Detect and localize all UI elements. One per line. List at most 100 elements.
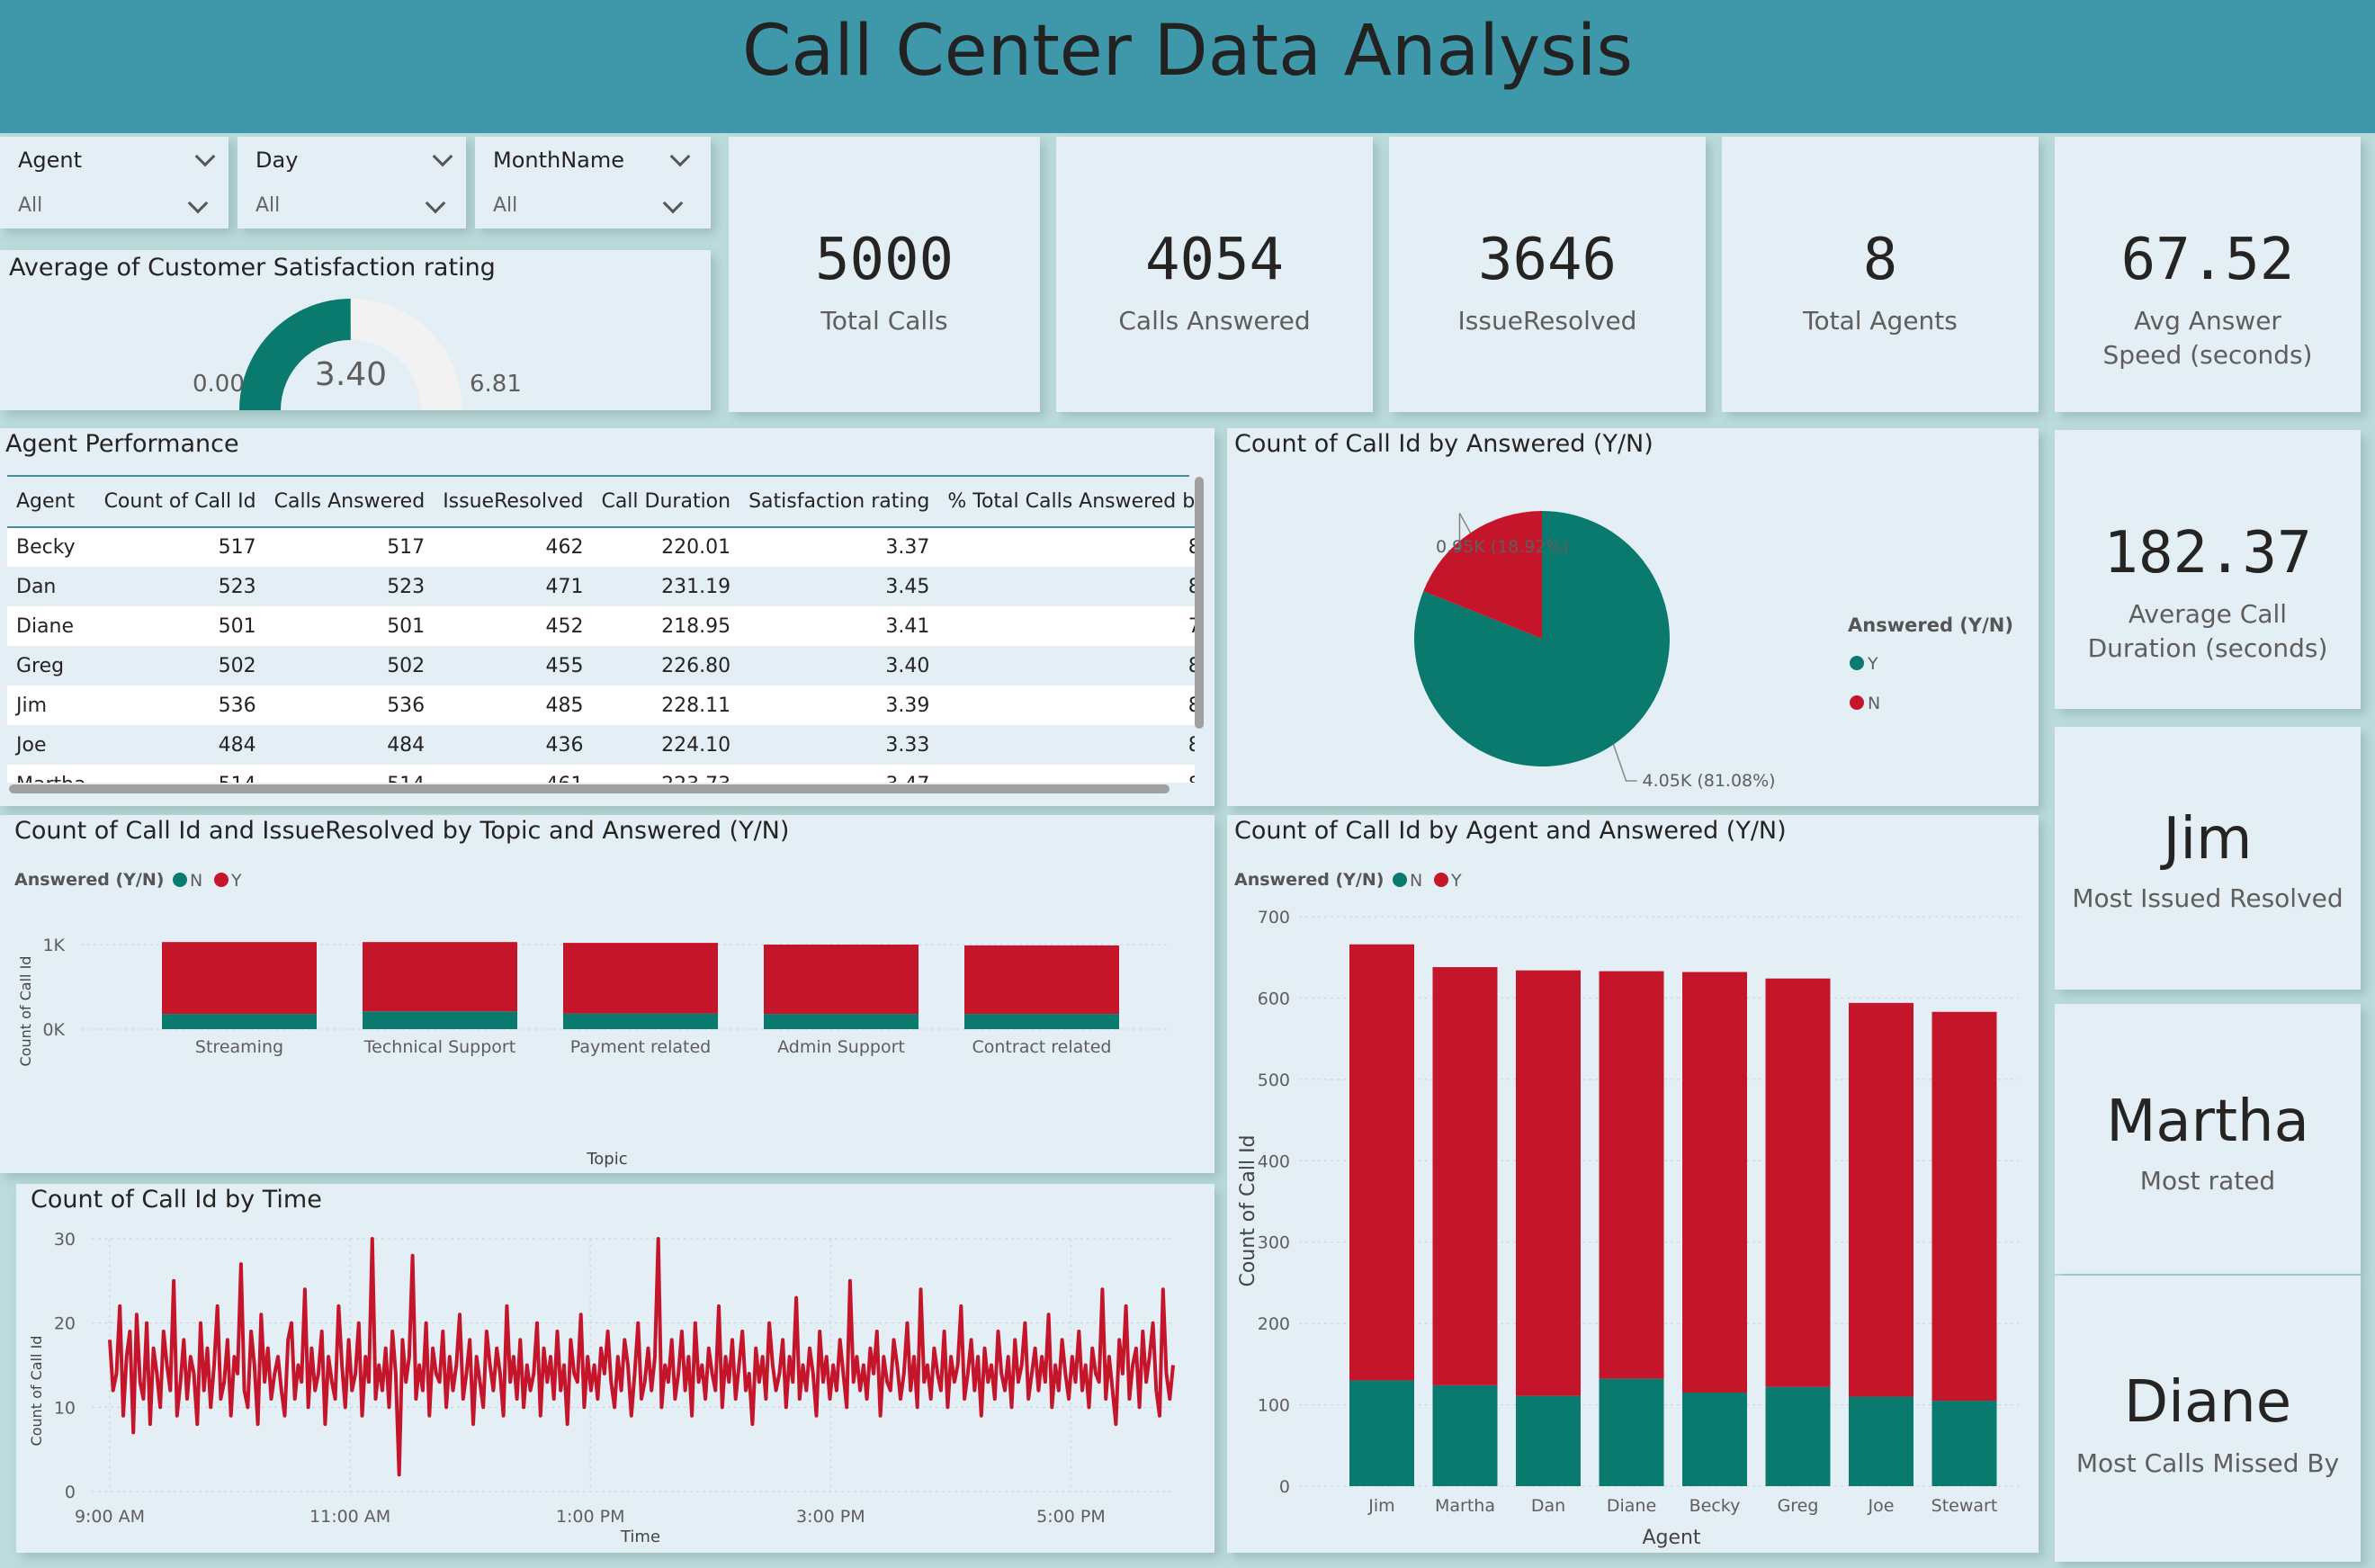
table-cell: 436: [434, 725, 593, 765]
chevron-down-icon[interactable]: [194, 146, 216, 167]
answered-pie-card[interactable]: Count of Call Id by Answered (Y/N) 0.95K…: [1227, 428, 2039, 806]
table-cell: 80.45%: [938, 646, 1195, 685]
bar-segment-y[interactable]: [964, 945, 1119, 1015]
most-missed-label: Most Calls Missed By: [2075, 1448, 2340, 1478]
topic-y-axis-label: Count of Call Id: [17, 956, 34, 1067]
table-cell: 485: [434, 685, 593, 725]
chevron-down-icon[interactable]: [432, 146, 453, 167]
y-tick-label: 0K: [42, 1020, 65, 1040]
column-header[interactable]: IssueResolved: [434, 477, 593, 528]
topic-stacked-bar-chart[interactable]: Answered (Y/N) N Y Count of Call Id Topi…: [0, 851, 1214, 1173]
table-cell: 3.39: [739, 685, 939, 725]
gauge-title: Average of Customer Satisfaction rating: [9, 254, 496, 282]
bar-segment-n[interactable]: [1931, 1401, 1997, 1486]
table-cell: 81.93%: [938, 527, 1195, 567]
bar-segment-y[interactable]: [1931, 1011, 1997, 1402]
agent-stacked-bar-chart[interactable]: Answered (Y/N) N Y Count of Call Id Agen…: [1227, 851, 2039, 1553]
bar-segment-n[interactable]: [1349, 1380, 1414, 1486]
bar-segment-y[interactable]: [363, 942, 517, 1012]
time-line-chart[interactable]: Count of Call Id Time 0 10 20 30 9:00 AM 11:0…: [16, 1220, 1214, 1553]
bar-segment-y[interactable]: [162, 942, 317, 1015]
bar-segment-y[interactable]: [563, 943, 718, 1014]
column-header[interactable]: Count of Call Id: [94, 477, 265, 528]
bar-segment-y[interactable]: [1599, 971, 1664, 1379]
slicer-day[interactable]: Day All: [238, 137, 466, 228]
chevron-down-icon[interactable]: [669, 146, 691, 167]
table-cell: 502: [94, 646, 265, 685]
bar-segment-y[interactable]: [1765, 978, 1831, 1387]
topic-legend-n[interactable]: N: [190, 871, 202, 891]
x-tick-label: 9:00 AM: [75, 1507, 145, 1527]
column-header[interactable]: Calls Answered: [264, 477, 435, 528]
horizontal-scrollbar[interactable]: [9, 784, 1170, 793]
bar-segment-n[interactable]: [1432, 1384, 1498, 1486]
topic-legend-title: Answered (Y/N): [14, 870, 164, 890]
bar-segment-y[interactable]: [1849, 1002, 1913, 1397]
topic-bar-card[interactable]: Count of Call Id and IssueResolved by To…: [0, 815, 1214, 1173]
slicer-agent[interactable]: Agent All: [0, 137, 229, 228]
slicer-agent-value[interactable]: All: [18, 194, 43, 217]
table-cell: 536: [94, 685, 265, 725]
agent-y-axis-label: Count of Call Id: [1237, 1134, 1259, 1286]
agent-table: Agent Count of Call Id Calls Answered Issue…: [7, 477, 1195, 783]
table-cell: 517: [94, 527, 265, 567]
bar-segment-n[interactable]: [1765, 1386, 1831, 1486]
bar-segment-y[interactable]: [1432, 967, 1498, 1385]
slicer-day-value[interactable]: All: [255, 194, 281, 217]
time-line-card[interactable]: Count of Call Id by Time Count of Call I…: [16, 1184, 1214, 1553]
bar-segment-y[interactable]: [1516, 970, 1581, 1396]
column-header[interactable]: Call Duration: [592, 477, 740, 528]
vertical-scrollbar[interactable]: [1195, 477, 1204, 729]
agent-performance-card[interactable]: Agent Performance Agent Count of Call Id C…: [0, 428, 1214, 806]
agent-legend-y[interactable]: Y: [1450, 871, 1462, 891]
pie-data-label-n: 0.95K (18.92%): [1436, 537, 1569, 557]
bar-segment-n[interactable]: [363, 1011, 517, 1029]
kpi-calls-answered: 4054 Calls Answered: [1056, 137, 1373, 412]
agent-legend-n[interactable]: N: [1410, 871, 1422, 891]
topic-legend-y[interactable]: Y: [230, 871, 242, 891]
bar-segment-n[interactable]: [162, 1014, 317, 1029]
bar-segment-n[interactable]: [764, 1014, 919, 1029]
bar-segment-y[interactable]: [1349, 944, 1414, 1381]
bar-segment-y[interactable]: [764, 945, 919, 1015]
table-cell: 517: [264, 527, 435, 567]
pie-legend-n[interactable]: N: [1868, 694, 1880, 713]
table-cell: 484: [94, 725, 265, 765]
chevron-down-icon[interactable]: [425, 193, 446, 214]
slicer-month-value[interactable]: All: [493, 194, 518, 217]
table-row[interactable]: Martha514514461223.733.4780.56%: [7, 765, 1195, 783]
most-rated-card: Martha Most rated: [2055, 1004, 2361, 1274]
answered-pie-chart[interactable]: 0.95K (18.92%) 4.05K (81.08%) Answered (…: [1227, 464, 2039, 806]
bar-segment-n[interactable]: [964, 1014, 1119, 1029]
most-resolved-agent: Jim: [2163, 806, 2253, 873]
x-tick-label: 5:00 PM: [1036, 1507, 1106, 1527]
column-header[interactable]: Satisfaction rating: [739, 477, 939, 528]
bar-segment-n[interactable]: [1599, 1378, 1664, 1486]
kpi-avg-answer-speed: 67.52 Avg Answer Speed (seconds): [2055, 137, 2361, 412]
chevron-down-icon[interactable]: [662, 193, 684, 214]
table-cell: 514: [94, 765, 265, 783]
pie-legend-y[interactable]: Y: [1867, 654, 1878, 674]
column-header[interactable]: % Total Calls Answered by Agen: [938, 477, 1195, 528]
agent-table-viewport[interactable]: Agent Count of Call Id Calls Answered Issue…: [7, 477, 1195, 783]
table-cell: 3.40: [739, 646, 939, 685]
table-cell: Martha: [7, 765, 95, 783]
agent-bar-card[interactable]: Count of Call Id by Agent and Answered (…: [1227, 815, 2039, 1553]
chevron-down-icon[interactable]: [187, 193, 209, 214]
column-header[interactable]: Agent: [7, 477, 95, 528]
bar-segment-y[interactable]: [1682, 972, 1747, 1393]
bar-segment-n[interactable]: [563, 1013, 718, 1029]
bar-segment-n[interactable]: [1516, 1395, 1581, 1486]
satisfaction-gauge-card[interactable]: Average of Customer Satisfaction rating …: [0, 250, 711, 410]
y-tick-label: 500: [1258, 1071, 1290, 1090]
bar-segment-n[interactable]: [1682, 1393, 1747, 1486]
slicer-month[interactable]: MonthName All: [475, 137, 711, 228]
table-cell: Diane: [7, 606, 95, 646]
bar-segment-n[interactable]: [1849, 1396, 1913, 1486]
